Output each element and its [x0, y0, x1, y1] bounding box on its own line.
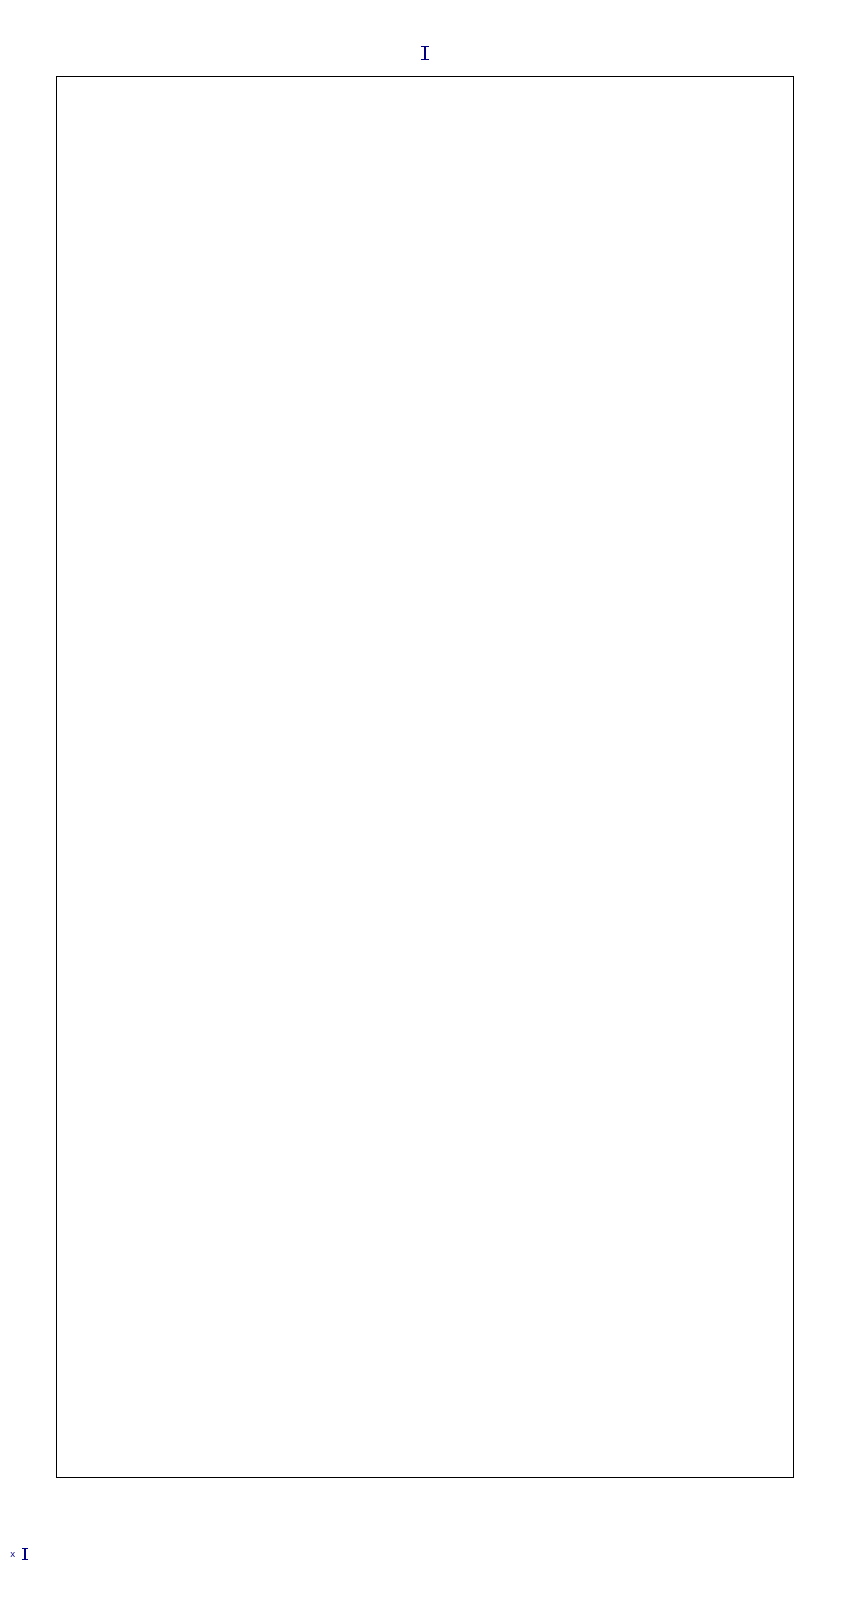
plot-container: [10, 76, 840, 1478]
footer: x: [10, 1548, 840, 1561]
scale-legend: [424, 46, 426, 60]
x-axis: [56, 1478, 794, 1518]
header: [10, 10, 840, 70]
helicorder-plot: [56, 76, 794, 1478]
